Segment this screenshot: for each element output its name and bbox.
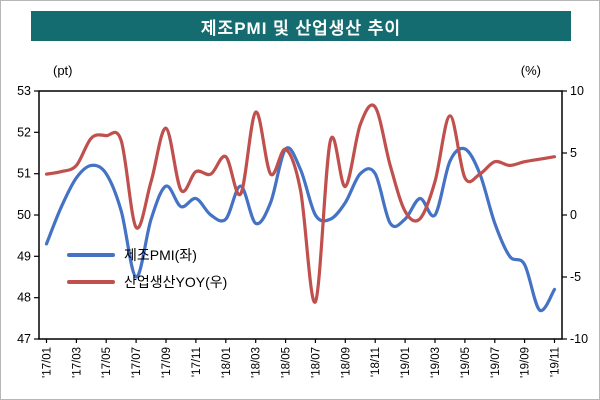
svg-text:'18/01: '18/01 bbox=[221, 347, 233, 378]
svg-text:10: 10 bbox=[570, 84, 584, 98]
svg-text:53: 53 bbox=[17, 84, 31, 98]
chart-legend: 제조PMI(좌) 산업생산YOY(우) bbox=[67, 245, 227, 292]
legend-label-pmi: 제조PMI(좌) bbox=[124, 247, 197, 263]
legend-label-yoy: 산업생산YOY(우) bbox=[124, 274, 228, 290]
svg-text:48: 48 bbox=[17, 291, 31, 305]
svg-text:'19/07: '19/07 bbox=[490, 347, 502, 378]
svg-text:'18/03: '18/03 bbox=[251, 347, 263, 378]
svg-text:'17/01: '17/01 bbox=[42, 347, 54, 378]
svg-text:'18/09: '18/09 bbox=[340, 347, 352, 378]
yoy-line-swatch bbox=[67, 280, 115, 284]
svg-text:'19/01: '19/01 bbox=[400, 347, 412, 378]
svg-text:'17/07: '17/07 bbox=[131, 347, 143, 378]
svg-text:'19/05: '19/05 bbox=[460, 347, 472, 378]
legend-item-pmi: 제조PMI(좌) bbox=[67, 245, 227, 265]
svg-text:47: 47 bbox=[17, 332, 31, 346]
svg-text:'18/07: '18/07 bbox=[310, 347, 322, 378]
svg-text:'17/05: '17/05 bbox=[101, 347, 113, 378]
svg-text:'18/05: '18/05 bbox=[281, 347, 293, 378]
left-axis-unit-label: (pt) bbox=[53, 63, 73, 78]
svg-text:'18/11: '18/11 bbox=[370, 347, 382, 377]
svg-text:49: 49 bbox=[17, 249, 31, 263]
pmi-line-swatch bbox=[67, 253, 115, 257]
svg-text:'17/11: '17/11 bbox=[191, 347, 203, 377]
svg-text:'19/09: '19/09 bbox=[520, 347, 532, 378]
svg-text:-5: -5 bbox=[570, 270, 581, 284]
svg-text:52: 52 bbox=[17, 125, 31, 139]
svg-text:50: 50 bbox=[17, 208, 31, 222]
svg-text:'19/03: '19/03 bbox=[430, 347, 442, 378]
svg-text:5: 5 bbox=[570, 146, 577, 160]
svg-text:'17/03: '17/03 bbox=[71, 347, 83, 378]
chart-title: 제조PMI 및 산업생산 추이 bbox=[31, 11, 571, 41]
svg-text:0: 0 bbox=[570, 208, 577, 222]
svg-text:51: 51 bbox=[17, 167, 31, 181]
svg-text:'19/11: '19/11 bbox=[550, 347, 562, 377]
svg-text:'17/09: '17/09 bbox=[161, 347, 173, 378]
right-axis-unit-label: (%) bbox=[520, 63, 541, 78]
legend-item-yoy: 산업생산YOY(우) bbox=[67, 272, 227, 292]
svg-text:-10: -10 bbox=[570, 332, 588, 346]
